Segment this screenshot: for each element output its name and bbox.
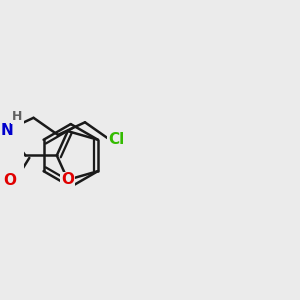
Text: Cl: Cl: [108, 132, 124, 147]
Text: N: N: [0, 123, 13, 138]
Text: O: O: [3, 173, 16, 188]
Text: O: O: [61, 172, 74, 187]
Text: H: H: [12, 110, 22, 123]
